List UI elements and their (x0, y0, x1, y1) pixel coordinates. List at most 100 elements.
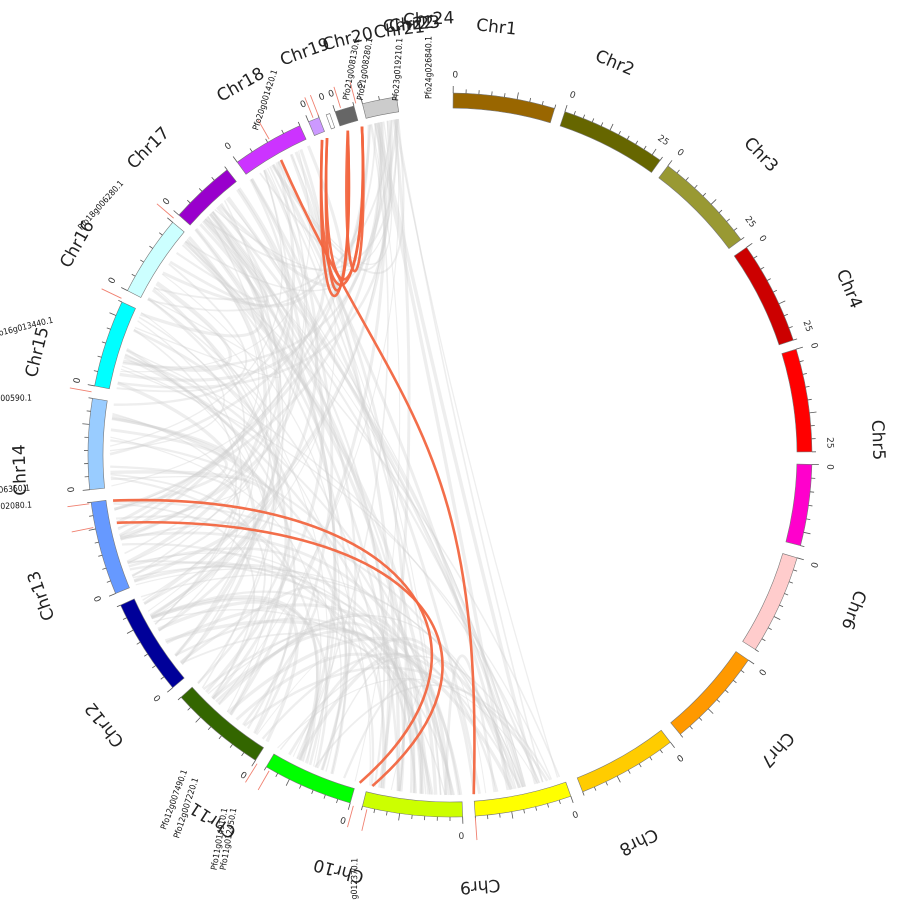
tick-mark (529, 97, 532, 102)
gene-marker-line (347, 805, 354, 828)
tick-mark (173, 210, 180, 216)
tick-mark (793, 338, 798, 341)
tick-mark (609, 123, 614, 131)
tick-mark (360, 96, 363, 104)
tick-mark (504, 93, 506, 98)
tick-mark (558, 800, 561, 805)
background-link (279, 655, 541, 784)
background-link (157, 600, 299, 743)
background-link (122, 122, 381, 369)
background-synteny-links (109, 118, 561, 796)
background-link (393, 119, 559, 778)
chromosome-label-chr24: Chr24 (403, 8, 455, 30)
tick-mark (725, 689, 729, 694)
tick-label-start: 0 (299, 99, 308, 111)
background-link (147, 123, 377, 312)
tick-mark (109, 312, 117, 316)
background-link (151, 597, 329, 768)
background-link (134, 297, 281, 378)
tick-mark (554, 104, 557, 109)
chromosome-block-chr16 (87, 398, 108, 491)
background-link (243, 666, 549, 782)
tick-mark (126, 629, 134, 634)
tick-mark (733, 227, 738, 231)
background-link (116, 118, 400, 525)
tick-mark (564, 104, 568, 112)
background-link (270, 118, 405, 274)
chromosome-block-chr17 (94, 301, 136, 390)
background-link (174, 617, 418, 794)
background-link (140, 312, 371, 786)
tick-mark (82, 489, 90, 491)
gene-marker-line (101, 288, 122, 299)
background-link (214, 119, 397, 273)
background-link (111, 416, 291, 700)
background-link (124, 353, 296, 734)
tick-mark (726, 218, 730, 222)
chromosome-label-chr12: Chr12 (81, 698, 128, 751)
tick-mark (689, 725, 693, 730)
tick-mark (740, 236, 745, 240)
background-link (205, 187, 325, 694)
background-link (164, 619, 514, 791)
highlighted-synteny-links (113, 126, 476, 795)
tick-mark (788, 581, 793, 584)
chromosome-block-chr7 (742, 553, 798, 650)
tick-label-start: 0 (93, 594, 105, 603)
background-link (201, 200, 284, 689)
background-link (288, 637, 476, 795)
background-link (181, 244, 416, 794)
tick-mark (332, 104, 336, 112)
background-link (112, 414, 348, 775)
tick-mark (224, 166, 228, 170)
chromosome-block-chr2 (559, 111, 661, 173)
chromosome-label-chr23: Chr23 (388, 12, 441, 36)
background-link (272, 121, 393, 266)
background-link (111, 167, 306, 487)
chromosome-block-chr19 (178, 169, 237, 226)
tick-mark (378, 95, 380, 101)
tick-mark (733, 680, 737, 684)
tick-mark (118, 299, 123, 303)
tick-mark (718, 209, 723, 214)
tick-mark (670, 741, 675, 748)
background-link (378, 119, 411, 788)
tick-mark (106, 327, 111, 330)
chromosome-label-chr13: Chr13 (24, 568, 60, 623)
tick-label-start: 0 (223, 141, 234, 153)
background-link (277, 160, 408, 792)
tick-mark (167, 217, 173, 223)
background-link (113, 179, 289, 406)
tick-mark (121, 287, 128, 292)
background-link (120, 217, 282, 541)
tick-mark (299, 784, 302, 789)
background-link (259, 123, 387, 271)
chromosome-block-chr6 (785, 463, 813, 547)
tick-mark (395, 92, 397, 98)
gene-label: Pfo24g026840.1 (425, 36, 435, 99)
chromosome-block-chr22 (325, 113, 336, 130)
tick-mark (144, 653, 148, 657)
gene-label: Pfo23g019210.1 (391, 38, 405, 102)
tick-mark (808, 504, 813, 507)
background-link (124, 354, 293, 684)
tick-mark (788, 326, 793, 329)
gene-marker-line (309, 94, 319, 116)
tick-mark (803, 531, 811, 535)
tick-mark (352, 102, 355, 107)
tick-mark (793, 569, 798, 572)
tick-mark (187, 707, 191, 711)
tick-mark (600, 122, 604, 127)
background-link (110, 428, 228, 511)
background-link (199, 223, 391, 789)
background-link (110, 475, 251, 529)
background-link (211, 629, 416, 794)
tick-label-start: 0 (674, 752, 685, 764)
tick-mark (616, 775, 621, 783)
tick-label-start: 0 (161, 196, 172, 207)
background-link (444, 654, 497, 796)
background-link (153, 119, 393, 301)
tick-mark (809, 411, 817, 414)
tick-mark (229, 744, 233, 748)
background-link (272, 164, 442, 795)
